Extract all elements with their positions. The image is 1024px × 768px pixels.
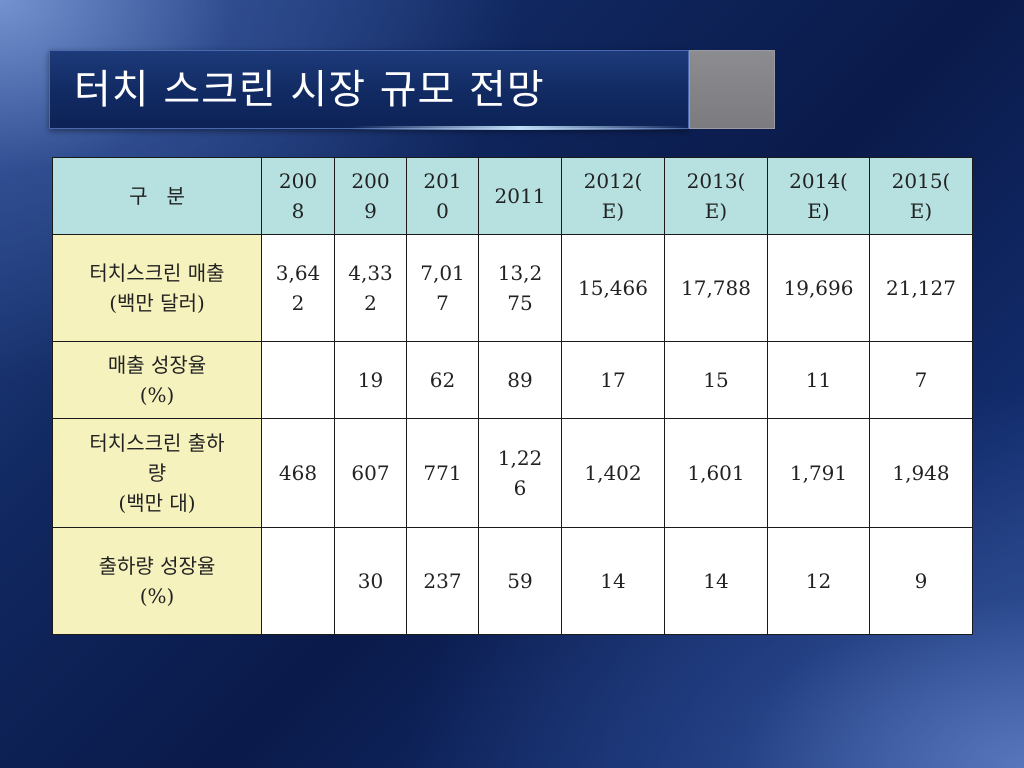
column-header[interactable]: 200 9 (334, 157, 407, 235)
header-row: 구 분 200 8 200 9 201 0 2011 2012(E) 2013(E) … (52, 157, 973, 235)
table-cell[interactable]: 1,402 (561, 418, 665, 528)
table-cell[interactable]: 12 (767, 527, 870, 635)
table-cell[interactable]: 607 (334, 418, 407, 528)
table-cell[interactable]: 59 (478, 527, 562, 635)
table-row: 매출 성장율 (%) 19 62 89 17 15 11 7 (52, 341, 973, 419)
column-header[interactable]: 2013(E) (664, 157, 768, 235)
slide-title[interactable]: 터치 스크린 시장 규모 전망 (74, 67, 545, 113)
table-cell[interactable]: 3,64 2 (261, 234, 335, 342)
table-cell[interactable]: 1,791 (767, 418, 870, 528)
table-row: 터치스크린 매출 (백만 달러) 3,64 2 4,33 2 7,01 7 13,2 75… (52, 234, 973, 342)
column-header[interactable]: 2011 (478, 157, 562, 235)
table-cell[interactable] (261, 527, 335, 635)
table-cell[interactable]: 11 (767, 341, 870, 419)
row-header[interactable]: 매출 성장율 (%) (52, 341, 262, 419)
table-cell[interactable] (261, 341, 335, 419)
table-cell[interactable]: 9 (869, 527, 973, 635)
table-cell[interactable]: 15 (664, 341, 768, 419)
table-cell[interactable]: 62 (406, 341, 479, 419)
column-header[interactable]: 2015(E) (869, 157, 973, 235)
table-cell[interactable]: 89 (478, 341, 562, 419)
market-forecast-table: 구 분 200 8 200 9 201 0 2011 2012(E) 2013(E) … (52, 157, 973, 635)
table-row: 터치스크린 출하 량 (백만 대) 468 607 771 1,22 6 1,402 … (52, 418, 973, 528)
table-cell[interactable]: 237 (406, 527, 479, 635)
table-cell[interactable]: 468 (261, 418, 335, 528)
column-header[interactable]: 200 8 (261, 157, 335, 235)
table-cell[interactable]: 17,788 (664, 234, 768, 342)
table-cell[interactable]: 30 (334, 527, 407, 635)
corner-header[interactable]: 구 분 (52, 157, 262, 235)
table-cell[interactable]: 15,466 (561, 234, 665, 342)
table-row: 출하량 성장율 (%) 30 237 59 14 14 12 9 (52, 527, 973, 635)
table-cell[interactable]: 1,22 6 (478, 418, 562, 528)
table-cell[interactable]: 14 (561, 527, 665, 635)
row-header[interactable]: 터치스크린 출하 량 (백만 대) (52, 418, 262, 528)
row-header[interactable]: 출하량 성장율 (%) (52, 527, 262, 635)
table-cell[interactable]: 771 (406, 418, 479, 528)
table-cell[interactable]: 1,948 (869, 418, 973, 528)
column-header[interactable]: 201 0 (406, 157, 479, 235)
title-accent-block (689, 50, 775, 129)
title-bar (49, 50, 690, 130)
table-cell[interactable]: 14 (664, 527, 768, 635)
column-header[interactable]: 2012(E) (561, 157, 665, 235)
row-header[interactable]: 터치스크린 매출 (백만 달러) (52, 234, 262, 342)
table-cell[interactable]: 21,127 (869, 234, 973, 342)
table-cell[interactable]: 7,01 7 (406, 234, 479, 342)
table-cell[interactable]: 4,33 2 (334, 234, 407, 342)
table-cell[interactable]: 19 (334, 341, 407, 419)
table-cell[interactable]: 7 (869, 341, 973, 419)
table-cell[interactable]: 1,601 (664, 418, 768, 528)
table-cell[interactable]: 13,2 75 (478, 234, 562, 342)
column-header[interactable]: 2014(E) (767, 157, 870, 235)
table-cell[interactable]: 17 (561, 341, 665, 419)
table-cell[interactable]: 19,696 (767, 234, 870, 342)
